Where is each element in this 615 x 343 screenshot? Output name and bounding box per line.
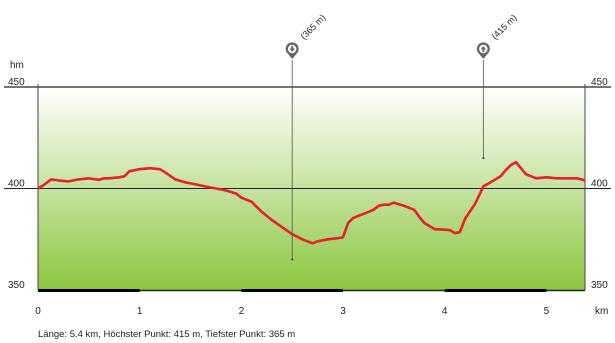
annotation-end-dot (290, 258, 294, 261)
y-tick-labels-right: 350 400 450 (591, 77, 608, 291)
plot-frame (4, 84, 611, 292)
y-axis-label: hm (10, 60, 24, 71)
annotation-label: (365 m) (299, 12, 328, 41)
x-tick-labels: 0 1 2 3 4 5 (35, 306, 549, 317)
x-axis-unit-label: km (595, 306, 608, 317)
y-tick-right-450: 450 (591, 77, 608, 88)
annotation-end-dot (482, 156, 485, 160)
x-tick-3: 3 (340, 306, 346, 317)
x-tick-5: 5 (544, 306, 550, 317)
y-tick-left-400: 400 (8, 179, 25, 190)
elevation-line (37, 160, 586, 245)
x-tick-2: 2 (239, 306, 245, 317)
y-tick-right-400: 400 (591, 179, 608, 190)
y-tick-labels-left: 350 400 450 (8, 77, 25, 291)
y-tick-left-350: 350 (8, 280, 25, 291)
x-tick-4: 4 (442, 306, 448, 317)
annotation-label: (415 m) (490, 12, 519, 41)
arrow-up-marker-icon (476, 42, 490, 59)
y-tick-left-450: 450 (8, 77, 25, 88)
arrow-down-marker-icon (285, 42, 299, 59)
grid-lines (4, 86, 611, 189)
y-tick-right-350: 350 (591, 280, 608, 291)
summary-footer: Länge: 5.4 km, Höchster Punkt: 415 m, Ti… (38, 329, 295, 340)
x-tick-1: 1 (137, 306, 143, 317)
x-tick-0: 0 (35, 306, 41, 317)
